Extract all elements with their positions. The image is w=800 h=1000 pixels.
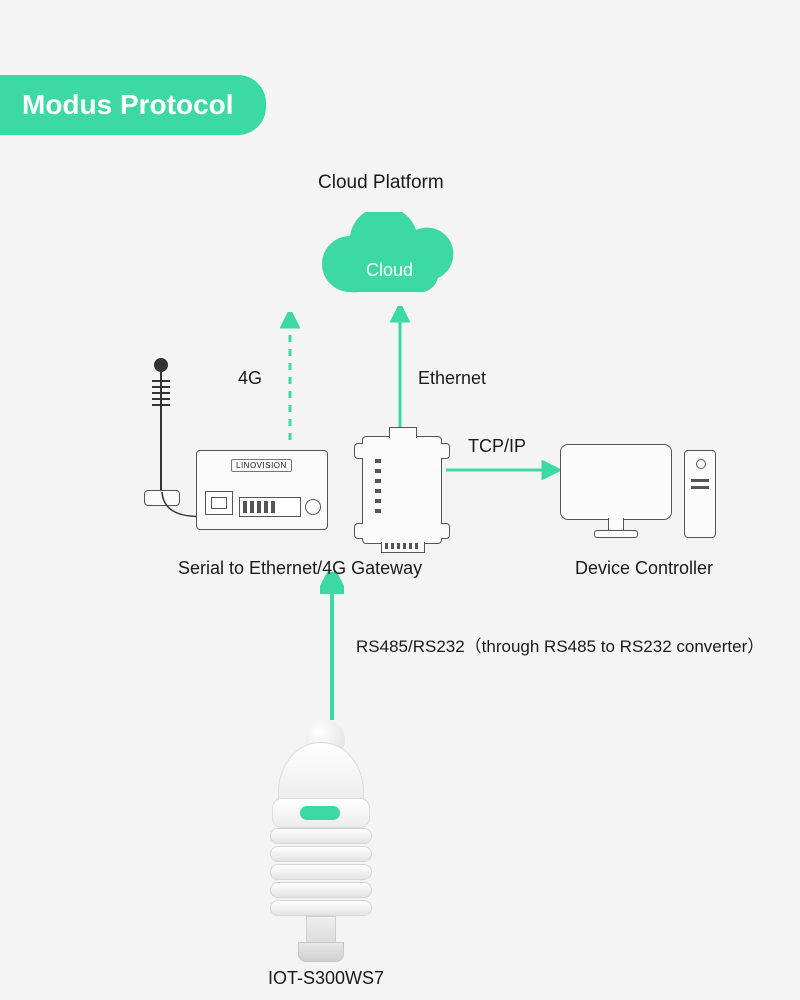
edge-tcpip: [444, 460, 560, 480]
sensor-device-icon: [250, 720, 390, 960]
sensor-label: IOT-S300WS7: [268, 968, 384, 989]
gateway-ethernet-device: [362, 436, 442, 544]
gateway-brand-label: LINOVISION: [231, 459, 292, 472]
edge-ethernet: [390, 306, 410, 432]
gateway-4g-device: LINOVISION: [196, 450, 328, 530]
cloud-inner-label: Cloud: [366, 260, 413, 281]
edge-tcpip-label: TCP/IP: [468, 436, 526, 457]
edge-ethernet-label: Ethernet: [418, 368, 486, 389]
cloud-platform-label: Cloud Platform: [318, 172, 444, 194]
edge-rs485: [320, 572, 344, 724]
device-controller-label: Device Controller: [575, 558, 713, 579]
edge-4g-label: 4G: [238, 368, 262, 389]
gateway-label: Serial to Ethernet/4G Gateway: [178, 558, 422, 579]
title-badge: Modus Protocol: [0, 75, 266, 135]
device-controller-icon: [560, 436, 720, 546]
edge-4g: [280, 312, 300, 446]
edge-rs485-label: RS485/RS232（through RS485 to RS232 conve…: [356, 632, 764, 657]
antenna-icon: [130, 360, 190, 510]
